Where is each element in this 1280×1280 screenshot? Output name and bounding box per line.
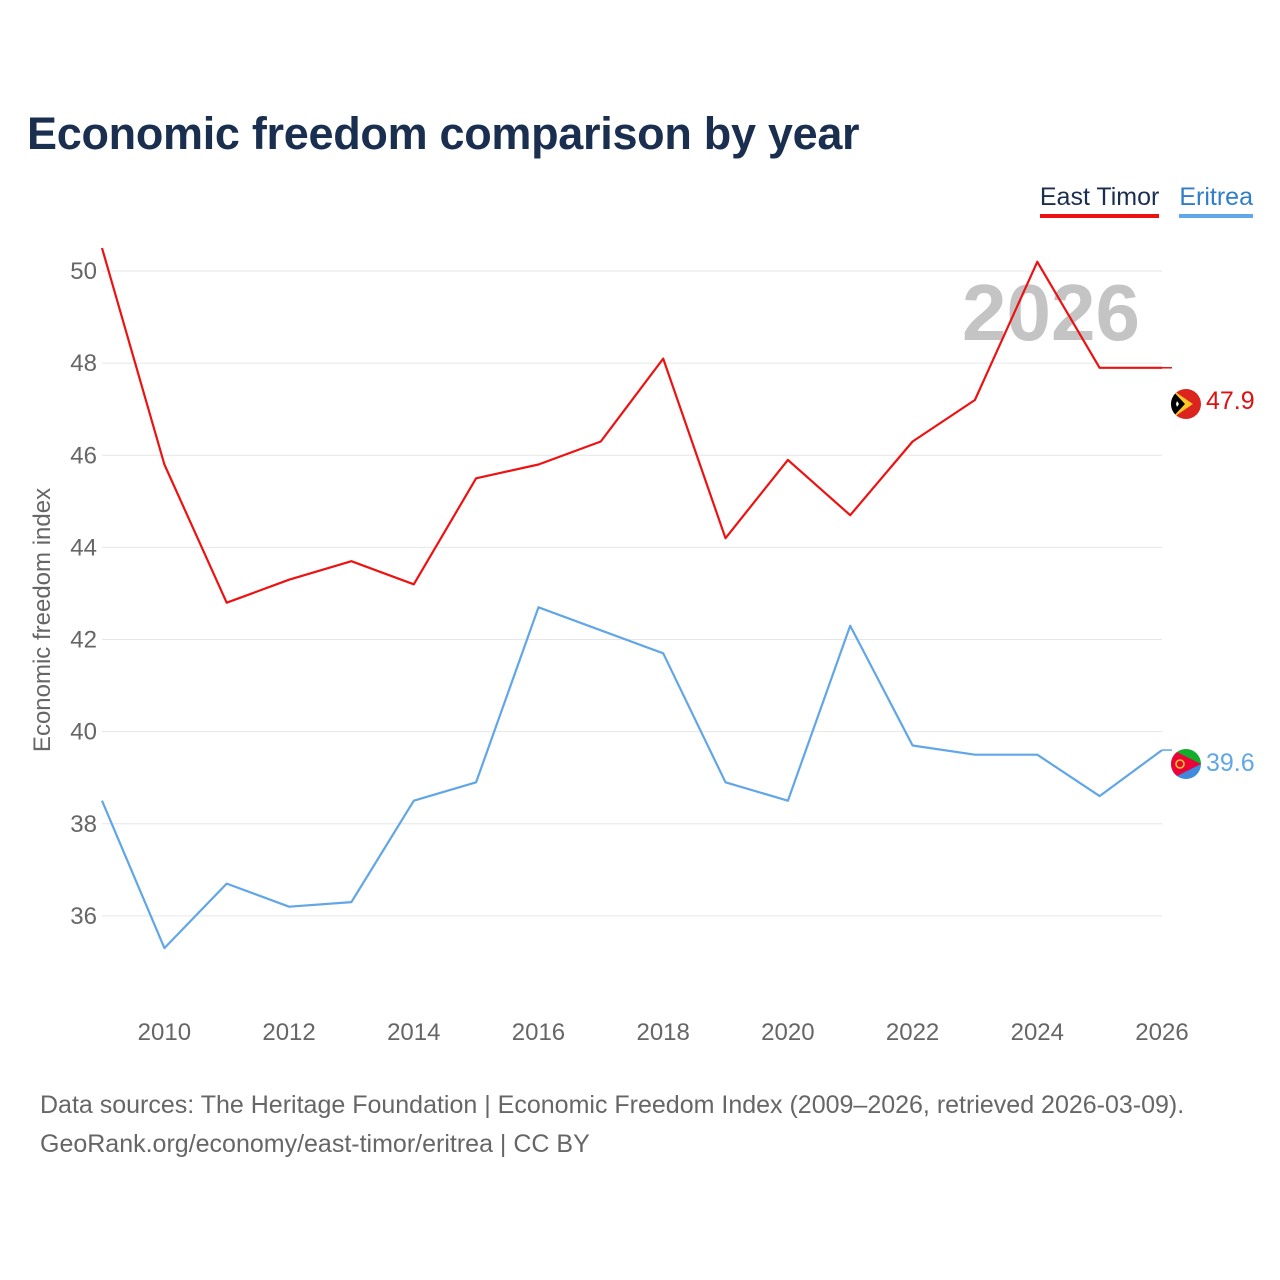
x-tick-label: 2024 — [1011, 1019, 1064, 1046]
legend-label-east-timor: East Timor — [1039, 183, 1160, 211]
footer: Data sources: The Heritage Foundation | … — [40, 1086, 1184, 1164]
end-value-east-timor: 47.9 — [1206, 387, 1255, 415]
x-tick-label: 2012 — [262, 1019, 315, 1046]
legend-label-eritrea: Eritrea — [1179, 183, 1253, 211]
x-tick-label: 2026 — [1135, 1019, 1188, 1046]
chart-title: Economic freedom comparison by year — [27, 108, 860, 159]
line-chart: 2026 36 38 40 42 44 46 48 50 2010 2012 2014 2016 20… — [29, 247, 1255, 1046]
x-tick-label: 2022 — [886, 1019, 939, 1046]
year-watermark: 2026 — [962, 268, 1140, 357]
x-tick-label: 2014 — [387, 1019, 440, 1046]
x-tick-label: 2020 — [761, 1019, 814, 1046]
y-tick-label: 50 — [70, 258, 97, 285]
series-line-eritrea[interactable] — [100, 606, 1163, 950]
y-tick-label: 40 — [70, 719, 97, 746]
x-tick-label: 2016 — [512, 1019, 565, 1046]
y-tick-label: 48 — [70, 350, 97, 377]
y-tick-label: 44 — [70, 534, 97, 561]
y-tick-label: 42 — [70, 627, 97, 654]
eritrea-flag-icon — [1171, 749, 1201, 779]
footer-source: Data sources: The Heritage Foundation | … — [40, 1091, 1185, 1119]
x-tick-label: 2010 — [138, 1019, 191, 1046]
series-line-east-timor[interactable] — [100, 247, 1162, 604]
y-tick-label: 38 — [70, 811, 97, 838]
legend-item-eritrea[interactable]: Eritrea — [1179, 183, 1253, 218]
y-axis-label: Economic freedom index — [29, 488, 56, 752]
x-tick-label: 2018 — [636, 1019, 689, 1046]
end-value-eritrea: 39.6 — [1206, 749, 1255, 777]
east-timor-flag-icon — [1171, 389, 1201, 419]
legend: East Timor Eritrea — [1039, 183, 1253, 218]
footer-link[interactable]: GeoRank.org/economy/east-timor/eritrea |… — [40, 1130, 590, 1158]
legend-item-east-timor[interactable]: East Timor — [1039, 183, 1160, 218]
y-tick-label: 36 — [70, 903, 97, 930]
y-tick-label: 46 — [70, 442, 97, 469]
